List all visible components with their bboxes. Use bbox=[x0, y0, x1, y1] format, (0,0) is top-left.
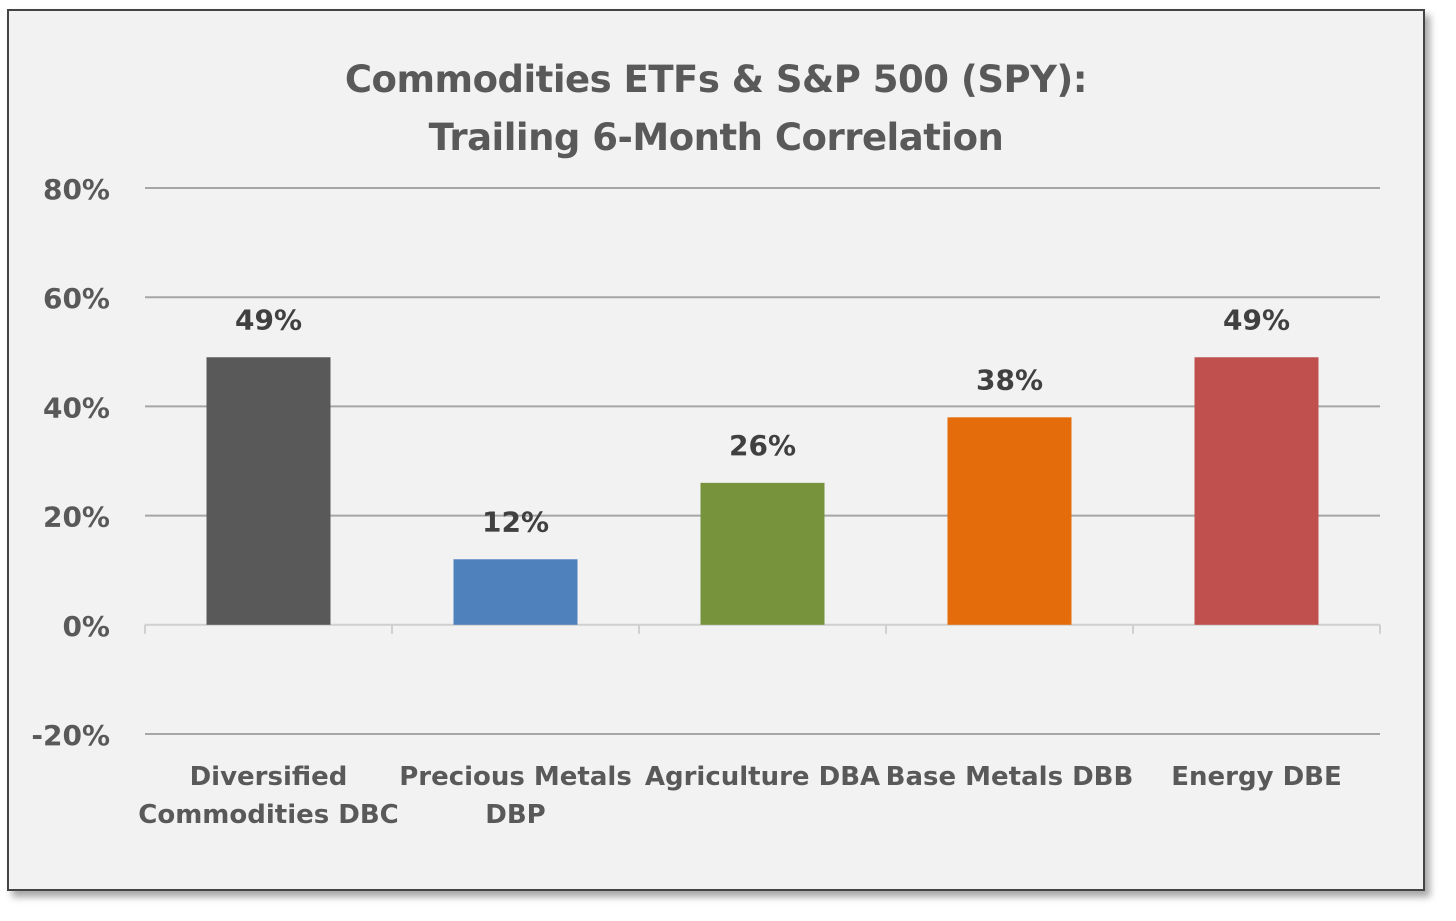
y-tick-label: 80% bbox=[43, 173, 110, 206]
chart-title-line-2: Trailing 6-Month Correlation bbox=[428, 116, 1004, 159]
bar bbox=[1194, 357, 1319, 625]
data-label: 38% bbox=[976, 363, 1043, 396]
category-label: Diversified bbox=[190, 762, 348, 792]
bar bbox=[700, 482, 825, 625]
data-label: 49% bbox=[1223, 303, 1290, 336]
category-label: Agriculture DBA bbox=[645, 762, 880, 792]
category-label: DBP bbox=[485, 800, 545, 830]
y-tick-label: 40% bbox=[43, 391, 110, 424]
chart-title-line-1: Commodities ETFs & S&P 500 (SPY): bbox=[344, 58, 1088, 101]
bar bbox=[947, 417, 1072, 625]
category-label: Base Metals DBB bbox=[886, 762, 1134, 792]
category-label: Precious Metals bbox=[399, 762, 632, 792]
data-label: 49% bbox=[235, 303, 302, 336]
y-tick-label: 0% bbox=[62, 610, 110, 643]
chart-title: Commodities ETFs & S&P 500 (SPY): Traili… bbox=[9, 51, 1423, 167]
y-tick-label: -20% bbox=[31, 719, 110, 752]
bar bbox=[453, 559, 578, 625]
category-label: Energy DBE bbox=[1171, 762, 1342, 792]
data-label: 26% bbox=[729, 429, 796, 462]
data-label: 12% bbox=[482, 505, 549, 538]
y-tick-label: 60% bbox=[43, 282, 110, 315]
y-tick-label: 20% bbox=[43, 501, 110, 534]
bar bbox=[206, 357, 331, 625]
category-label: Commodities DBC bbox=[138, 800, 399, 830]
